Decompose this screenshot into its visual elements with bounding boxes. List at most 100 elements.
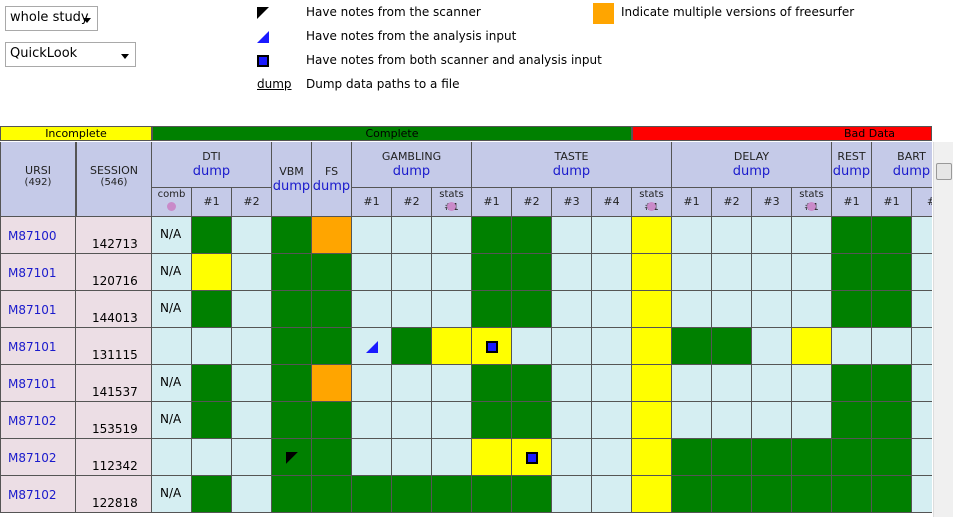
session-id: 153519: [92, 422, 138, 436]
status-cell: [232, 254, 272, 291]
status-cell: [312, 291, 352, 328]
status-cell: [912, 365, 932, 402]
status-cell: N/A: [152, 254, 192, 291]
sub-header: #1: [472, 188, 512, 217]
comb-value: N/A: [160, 486, 182, 500]
session-id: 144013: [92, 311, 138, 325]
status-segment: Bad Data: [632, 126, 932, 141]
status-cell: [752, 402, 792, 439]
ursi-link[interactable]: M87102: [8, 488, 57, 502]
comb-value: N/A: [160, 264, 182, 278]
status-cell: [672, 476, 712, 513]
ursi-cell: M87102: [0, 439, 76, 476]
dump-link[interactable]: dump: [732, 164, 771, 179]
status-cell: [472, 476, 512, 513]
status-cell: [272, 365, 312, 402]
dump-link[interactable]: dump: [832, 164, 871, 179]
dump-link[interactable]: dump: [272, 179, 311, 194]
status-cell: [432, 328, 472, 365]
group-header: TASTE dump: [472, 142, 672, 188]
status-cell: [672, 217, 712, 254]
status-cell: [272, 476, 312, 513]
session-id: 112342: [92, 459, 138, 473]
status-cell: [552, 476, 592, 513]
legend-key[interactable]: dump: [257, 77, 292, 91]
status-cell: [872, 402, 912, 439]
group-title: GAMBLING: [381, 150, 442, 163]
ursi-link[interactable]: M87101: [8, 340, 57, 354]
status-cell: [832, 365, 872, 402]
group-title: VBM: [279, 165, 304, 178]
status-cell: [432, 254, 472, 291]
ursi-link[interactable]: M87102: [8, 414, 57, 428]
session-count: (546): [100, 177, 128, 188]
info-icon: [447, 202, 456, 211]
status-cell: [352, 291, 392, 328]
status-cell: [912, 328, 932, 365]
sub-header: #: [912, 188, 932, 217]
status-cell: [232, 217, 272, 254]
status-cell: [672, 365, 712, 402]
status-cell: [912, 439, 932, 476]
session-id: 122818: [92, 496, 138, 510]
status-cell: [392, 476, 432, 513]
status-cell: [192, 254, 232, 291]
ursi-link[interactable]: M87101: [8, 377, 57, 391]
group-title: FS: [324, 165, 339, 178]
status-cell: [272, 328, 312, 365]
session-id: 142713: [92, 237, 138, 251]
status-cell: [592, 365, 632, 402]
status-cell: [792, 402, 832, 439]
ursi-cell: M87102: [0, 476, 76, 513]
dump-link[interactable]: dump: [312, 179, 351, 194]
status-cell: [512, 217, 552, 254]
group-title: BART: [897, 150, 926, 163]
dump-link[interactable]: dump: [192, 164, 231, 179]
scroll-thumb[interactable]: [936, 163, 952, 180]
ursi-link[interactable]: M87101: [8, 303, 57, 317]
group-title: DELAY: [733, 150, 770, 163]
status-cell: [392, 365, 432, 402]
status-cell: [432, 365, 472, 402]
group-header: GAMBLING dump: [352, 142, 472, 188]
table: Incomplete Complete Bad Data URSI (492) SESSI…: [0, 126, 932, 513]
legend-icons: [257, 7, 269, 67]
status-cell: [192, 402, 232, 439]
dump-link[interactable]: dump: [392, 164, 431, 179]
comb-value: N/A: [160, 301, 182, 315]
ursi-link[interactable]: M87100: [8, 229, 57, 243]
status-cell: [392, 439, 432, 476]
dump-link[interactable]: dump: [892, 164, 931, 179]
session-cell: 142713: [76, 217, 152, 254]
status-segment: Incomplete: [0, 126, 152, 141]
status-cell: [552, 439, 592, 476]
comb-value: N/A: [160, 412, 182, 426]
sub-header: #2: [512, 188, 552, 217]
session-id: 120716: [92, 274, 138, 288]
view-select[interactable]: QuickLook: [5, 42, 136, 67]
status-cell: [872, 439, 912, 476]
note-marker: [366, 341, 378, 353]
ursi-cell: M87101: [0, 254, 76, 291]
info-icon: [807, 202, 816, 211]
scope-select[interactable]: whole study: [5, 6, 98, 31]
status-cell: [712, 291, 752, 328]
status-cell: [392, 217, 432, 254]
status-cell: N/A: [152, 402, 192, 439]
status-cell: [712, 402, 752, 439]
scrollbar[interactable]: [933, 142, 953, 517]
status-cell: [232, 402, 272, 439]
group-header: VBM dump: [272, 142, 312, 217]
note-marker: [286, 452, 298, 464]
ursi-link[interactable]: M87102: [8, 451, 57, 465]
ursi-link[interactable]: M87101: [8, 266, 57, 280]
status-cell: [872, 291, 912, 328]
status-cell: [192, 439, 232, 476]
status-cell: [752, 476, 792, 513]
status-cell: [312, 217, 352, 254]
status-cell: [752, 291, 792, 328]
status-cell: [432, 291, 472, 328]
dump-link[interactable]: dump: [552, 164, 591, 179]
legend-label: Indicate multiple versions of freesurfer: [621, 5, 855, 19]
